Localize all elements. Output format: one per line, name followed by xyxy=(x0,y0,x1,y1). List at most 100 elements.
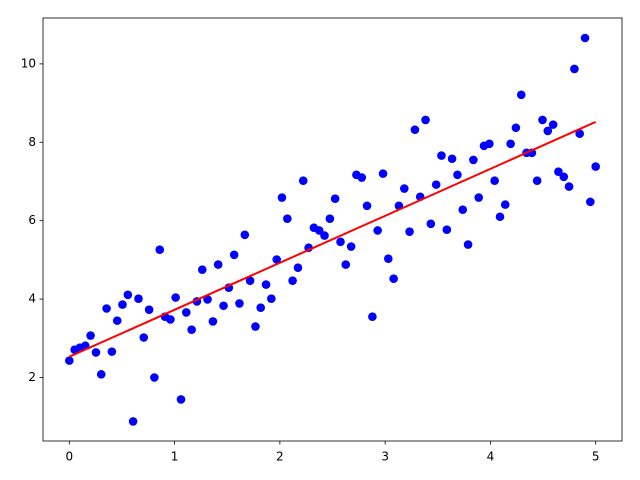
data-point xyxy=(389,274,398,283)
y-tick-label: 4 xyxy=(28,292,36,306)
data-point xyxy=(421,115,430,125)
data-point xyxy=(155,245,165,254)
data-point xyxy=(426,219,436,229)
data-point xyxy=(96,370,106,379)
data-point xyxy=(458,205,468,215)
data-point xyxy=(575,129,584,138)
data-point xyxy=(107,347,117,356)
data-point xyxy=(181,308,191,317)
data-point xyxy=(256,303,266,313)
data-point xyxy=(288,276,297,285)
data-point xyxy=(570,64,579,74)
x-tick-label: 1 xyxy=(171,450,179,464)
y-tick-label: 8 xyxy=(28,135,36,149)
plot-frame xyxy=(42,17,623,442)
data-point xyxy=(91,348,101,357)
data-point xyxy=(357,173,367,182)
data-point xyxy=(447,154,457,164)
data-point xyxy=(538,115,547,125)
y-tick-label: 6 xyxy=(28,213,36,227)
data-point xyxy=(591,162,600,171)
data-point xyxy=(341,260,351,269)
data-point xyxy=(336,237,345,247)
data-point xyxy=(405,227,414,236)
x-tick-label: 4 xyxy=(487,450,495,464)
data-point xyxy=(208,317,218,326)
data-point xyxy=(378,169,388,178)
data-point xyxy=(235,299,244,308)
data-point xyxy=(102,304,111,313)
data-point xyxy=(453,170,462,180)
data-point xyxy=(229,250,239,260)
data-point xyxy=(134,294,143,303)
data-point xyxy=(118,300,127,309)
data-point xyxy=(123,290,133,300)
data-point xyxy=(548,120,558,129)
data-point xyxy=(506,139,515,149)
data-point xyxy=(330,194,340,204)
data-point xyxy=(368,312,377,322)
fit-line xyxy=(68,120,597,358)
data-point xyxy=(580,33,590,43)
data-point xyxy=(399,184,409,193)
data-point xyxy=(86,331,95,340)
data-point xyxy=(240,230,250,240)
data-point xyxy=(272,255,282,264)
data-point xyxy=(495,212,505,222)
data-point xyxy=(298,176,308,185)
data-point xyxy=(128,417,138,426)
data-point xyxy=(325,214,335,224)
data-point xyxy=(139,333,149,342)
y-tick-label: 2 xyxy=(28,370,36,384)
data-point xyxy=(431,180,441,189)
data-point xyxy=(346,242,356,251)
data-point xyxy=(559,172,569,182)
data-point xyxy=(543,126,553,136)
data-point xyxy=(320,231,329,240)
data-point xyxy=(586,197,595,207)
data-point xyxy=(171,293,180,302)
data-point xyxy=(410,125,420,135)
data-point xyxy=(437,151,446,160)
data-point xyxy=(245,276,255,285)
data-point xyxy=(261,280,271,289)
data-point xyxy=(203,295,212,304)
data-point xyxy=(251,322,260,331)
x-tick-label: 5 xyxy=(592,450,600,464)
data-point xyxy=(187,325,196,334)
data-point xyxy=(469,155,478,165)
data-point xyxy=(65,356,74,365)
data-point xyxy=(213,260,223,269)
data-point xyxy=(362,201,372,211)
data-point xyxy=(564,182,574,191)
data-point xyxy=(197,265,207,274)
data-point xyxy=(485,139,494,149)
x-tick-label: 0 xyxy=(65,450,73,464)
x-tick-label: 3 xyxy=(381,450,389,464)
data-point xyxy=(474,193,484,202)
x-tick-label: 2 xyxy=(276,450,284,464)
data-point xyxy=(490,176,499,185)
data-point xyxy=(463,240,473,249)
data-point xyxy=(554,167,563,176)
data-point xyxy=(516,90,526,100)
data-point xyxy=(267,294,276,303)
data-point xyxy=(532,176,542,185)
data-point xyxy=(144,305,154,314)
data-point xyxy=(176,395,186,404)
data-point xyxy=(277,193,287,202)
data-point xyxy=(511,123,521,133)
data-point xyxy=(383,254,393,264)
data-point xyxy=(293,263,303,273)
y-tick-label: 10 xyxy=(21,56,36,70)
data-point xyxy=(219,301,228,311)
data-point xyxy=(150,373,159,382)
data-point xyxy=(373,226,382,235)
data-point xyxy=(166,315,175,324)
data-point xyxy=(500,200,510,209)
data-point xyxy=(442,225,452,234)
data-point xyxy=(112,316,122,325)
data-point xyxy=(283,214,292,224)
